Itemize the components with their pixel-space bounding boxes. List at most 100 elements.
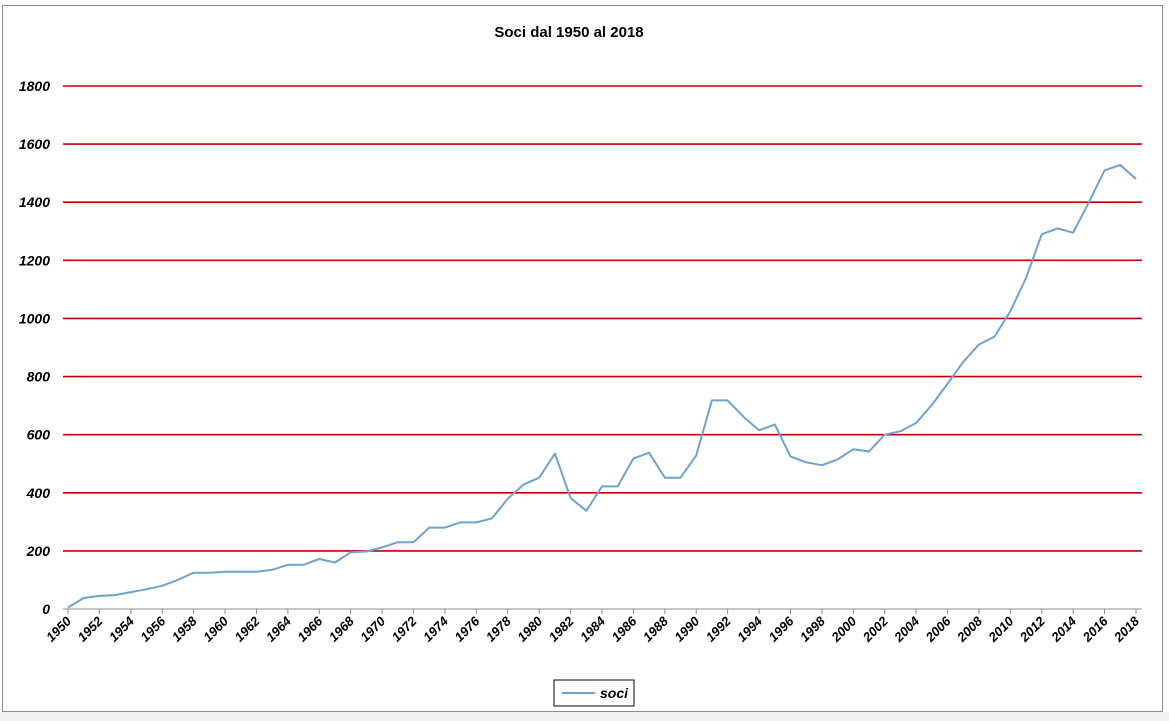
x-tick-label: 2018 xyxy=(1110,613,1142,645)
data-point xyxy=(193,572,195,574)
bottom-strip xyxy=(0,712,1169,721)
x-tick-label: 1958 xyxy=(169,613,201,645)
data-point xyxy=(774,423,776,425)
x-tick-label: 1960 xyxy=(200,613,232,645)
x-axis: 1950 1952 1954 1956 1958 1960 1962 1964 1966 1968… xyxy=(43,609,1143,645)
x-tick-label: 1962 xyxy=(232,613,264,645)
x-tick-label: 2006 xyxy=(922,613,954,645)
data-point xyxy=(852,448,854,450)
x-tick-label: 1950 xyxy=(43,613,75,645)
data-point xyxy=(130,591,132,593)
x-tick-label: 1990 xyxy=(671,613,703,645)
data-point xyxy=(428,527,430,529)
data-point xyxy=(915,422,917,424)
x-tick-label: 1954 xyxy=(106,613,138,645)
x-tick-label: 1984 xyxy=(577,613,609,645)
x-tick-label: 1964 xyxy=(263,613,295,645)
y-tick-label: 1200 xyxy=(19,252,50,268)
data-point xyxy=(570,497,572,499)
y-tick-label: 1000 xyxy=(19,310,50,326)
gridlines xyxy=(63,85,1142,610)
chart-title: Soci dal 1950 al 2018 xyxy=(494,24,643,41)
data-point xyxy=(837,458,839,460)
x-tick-label: 1956 xyxy=(137,613,169,645)
data-point xyxy=(255,571,257,573)
data-point xyxy=(789,455,791,457)
data-point xyxy=(444,527,446,529)
x-tick-label: 1978 xyxy=(483,613,515,645)
y-axis: 0 200 400 600 800 1000 1200 1400 1600 1800 xyxy=(19,78,50,617)
data-point xyxy=(1041,233,1043,235)
y-tick-label: 400 xyxy=(26,485,51,501)
data-point xyxy=(947,383,949,385)
data-point xyxy=(1119,164,1121,166)
x-tick-label: 1988 xyxy=(640,613,672,645)
data-point xyxy=(1088,201,1090,203)
data-point xyxy=(146,588,148,590)
data-point xyxy=(711,399,713,401)
data-point xyxy=(460,521,462,523)
data-point xyxy=(632,457,634,459)
data-point xyxy=(601,485,603,487)
data-point xyxy=(648,452,650,454)
data-point xyxy=(350,551,352,553)
data-point xyxy=(177,579,179,581)
data-point xyxy=(978,344,980,346)
data-point xyxy=(617,485,619,487)
x-tick-label: 1986 xyxy=(608,613,640,645)
x-tick-label: 1974 xyxy=(420,613,452,645)
legend: soci xyxy=(553,679,635,707)
data-point xyxy=(821,464,823,466)
x-tick-label: 1952 xyxy=(74,613,106,645)
x-tick-label: 1970 xyxy=(357,613,389,645)
data-point xyxy=(381,546,383,548)
x-tick-label: 2016 xyxy=(1079,613,1111,645)
data-point xyxy=(161,585,163,587)
x-tick-label: 2000 xyxy=(828,613,860,645)
x-tick-label: 1994 xyxy=(734,613,766,645)
data-point xyxy=(554,453,556,455)
data-point xyxy=(1056,227,1058,229)
data-point xyxy=(1135,178,1137,180)
data-point xyxy=(334,562,336,564)
data-point xyxy=(538,477,540,479)
x-tick-label: 2002 xyxy=(859,613,891,645)
y-tick-label: 1600 xyxy=(19,136,50,152)
x-tick-label: 1972 xyxy=(389,613,421,645)
y-tick-label: 0 xyxy=(42,601,50,617)
data-point xyxy=(1025,277,1027,279)
data-point xyxy=(868,451,870,453)
data-point xyxy=(83,597,85,599)
data-point xyxy=(805,461,807,463)
data-point xyxy=(397,541,399,543)
series-layer xyxy=(67,164,1137,609)
data-point xyxy=(240,571,242,573)
x-tick-label: 1992 xyxy=(703,613,735,645)
line-chart: Soci dal 1950 al 2018 0 200 400 600 800 1000 1… xyxy=(19,24,1143,707)
x-tick-label: 1980 xyxy=(514,613,546,645)
x-tick-label: 2010 xyxy=(985,613,1017,645)
y-tick-label: 800 xyxy=(27,369,51,385)
data-point xyxy=(287,564,289,566)
x-tick-label: 2014 xyxy=(1048,613,1080,645)
x-tick-label: 1976 xyxy=(451,613,483,645)
data-point xyxy=(1009,310,1011,312)
y-tick-label: 600 xyxy=(27,427,51,443)
data-point xyxy=(680,477,682,479)
data-point xyxy=(884,434,886,436)
data-point xyxy=(98,595,100,597)
data-point xyxy=(585,510,587,512)
data-point xyxy=(208,572,210,574)
x-tick-label: 1998 xyxy=(797,613,829,645)
data-point xyxy=(318,558,320,560)
legend-label-soci: soci xyxy=(600,685,629,701)
data-point xyxy=(271,569,273,571)
data-point xyxy=(742,416,744,418)
data-point xyxy=(413,541,415,543)
data-point xyxy=(1072,232,1074,234)
x-tick-label: 1982 xyxy=(546,613,578,645)
data-point xyxy=(994,335,996,337)
y-tick-label: 1800 xyxy=(19,78,50,94)
series-line-soci xyxy=(67,164,1137,609)
x-tick-label: 2012 xyxy=(1016,613,1048,645)
